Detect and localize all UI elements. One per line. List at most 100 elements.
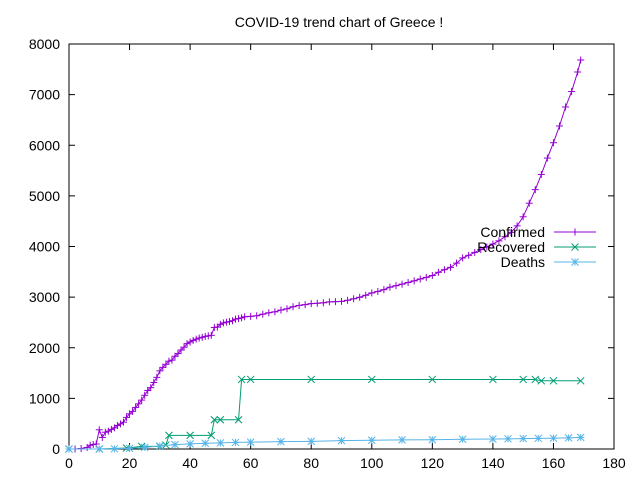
confirmed-point bbox=[501, 233, 509, 241]
confirmed-point bbox=[465, 251, 473, 259]
confirmed-point bbox=[129, 407, 137, 415]
confirmed-point bbox=[174, 350, 182, 358]
confirmed-point bbox=[574, 68, 582, 76]
confirmed-point bbox=[180, 343, 188, 351]
confirmed-point bbox=[283, 305, 291, 313]
confirmed-point bbox=[101, 428, 109, 436]
confirmed-point bbox=[147, 384, 155, 392]
series-layer bbox=[65, 56, 585, 453]
confirmed-point bbox=[162, 360, 170, 368]
deaths-point bbox=[246, 438, 255, 446]
confirmed-point bbox=[104, 427, 112, 435]
confirmed-point bbox=[120, 418, 127, 426]
legend-item-deaths: Deaths bbox=[501, 254, 596, 270]
x-tick-label: 60 bbox=[243, 455, 259, 471]
confirmed-point bbox=[313, 299, 321, 307]
confirmed-point bbox=[471, 248, 479, 256]
legend-item-confirmed: Confirmed bbox=[480, 224, 596, 240]
confirmed-point bbox=[186, 338, 194, 346]
confirmed-point bbox=[356, 293, 364, 301]
legend-item-recovered: Recovered bbox=[477, 239, 596, 255]
confirmed-point bbox=[89, 440, 97, 448]
recovered-point bbox=[519, 375, 528, 384]
confirmed-point bbox=[222, 318, 230, 326]
confirmed-point bbox=[235, 315, 243, 323]
confirmed-point bbox=[577, 56, 585, 64]
confirmed-point bbox=[483, 243, 491, 251]
confirmed-point bbox=[325, 298, 333, 306]
x-tick-label: 40 bbox=[182, 455, 198, 471]
deaths-point bbox=[367, 436, 376, 445]
confirmed-point bbox=[344, 296, 352, 304]
y-tick-label: 8000 bbox=[29, 36, 60, 52]
deaths-point bbox=[201, 439, 210, 448]
y-tick-label: 3000 bbox=[29, 289, 60, 305]
x-tick-label: 20 bbox=[122, 455, 138, 471]
confirmed-point bbox=[123, 413, 131, 421]
confirmed-point bbox=[543, 154, 551, 162]
confirmed-point bbox=[232, 315, 240, 323]
deaths-point bbox=[277, 437, 285, 446]
deaths-point bbox=[171, 440, 179, 449]
confirmed-point bbox=[132, 403, 140, 411]
recovered-point bbox=[216, 415, 225, 424]
confirmed-point bbox=[531, 186, 539, 194]
confirmed-point bbox=[156, 367, 164, 375]
recovered-point bbox=[186, 431, 194, 440]
confirmed-point bbox=[192, 335, 200, 343]
confirmed-point bbox=[338, 297, 345, 305]
deaths-point bbox=[95, 445, 104, 453]
recovered-point bbox=[489, 375, 497, 384]
confirmed-point bbox=[307, 300, 315, 308]
confirmed-point bbox=[201, 332, 209, 340]
confirmed-point bbox=[159, 363, 167, 371]
legend-label-deaths: Deaths bbox=[501, 254, 545, 270]
confirmed-point bbox=[198, 333, 206, 341]
axes: 0 20 40 60 80 100 120 140 160 180 0 1000 2000 3000 400… bbox=[29, 36, 626, 471]
confirmed-point bbox=[138, 396, 146, 404]
legend-label-confirmed: Confirmed bbox=[480, 224, 545, 240]
confirmed-point bbox=[513, 222, 521, 230]
x-tick-label: 180 bbox=[602, 455, 626, 471]
recovered-point bbox=[367, 375, 376, 384]
confirmed-point bbox=[107, 425, 115, 433]
confirmed-point bbox=[350, 295, 358, 303]
confirmed-point bbox=[428, 272, 436, 280]
confirmed-point bbox=[319, 299, 327, 307]
confirmed-point bbox=[241, 313, 249, 321]
deaths-point bbox=[398, 436, 406, 444]
confirmed-point bbox=[247, 312, 255, 320]
confirmed-point bbox=[362, 291, 370, 299]
deaths-point bbox=[534, 434, 543, 443]
series-deaths bbox=[65, 433, 585, 453]
recovered-point bbox=[531, 375, 540, 384]
confirmed-point bbox=[434, 268, 442, 276]
confirmed-point bbox=[398, 280, 406, 288]
deaths-point bbox=[504, 434, 512, 443]
recovered-point bbox=[307, 375, 316, 384]
x-tick-label: 0 bbox=[65, 455, 73, 471]
confirmed-point bbox=[537, 170, 545, 178]
deaths-point bbox=[576, 433, 585, 442]
confirmed-point bbox=[238, 314, 246, 322]
confirmed-point bbox=[416, 275, 424, 283]
confirmed-point bbox=[207, 331, 215, 339]
deaths-point bbox=[155, 442, 164, 450]
confirmed-point bbox=[374, 287, 382, 295]
confirmed-point bbox=[289, 303, 297, 311]
deaths-point bbox=[519, 434, 528, 443]
x-tick-label: 140 bbox=[481, 455, 505, 471]
confirmed-point bbox=[135, 400, 143, 408]
confirmed-point bbox=[459, 254, 467, 262]
recovered-point bbox=[576, 376, 585, 385]
recovered-point bbox=[537, 376, 546, 385]
confirmed-point bbox=[253, 312, 261, 320]
recovered-point bbox=[210, 415, 219, 424]
y-tick-label: 7000 bbox=[29, 87, 60, 103]
confirmed-point bbox=[519, 213, 527, 221]
legend-marker-deaths bbox=[571, 258, 579, 266]
confirmed-point bbox=[95, 426, 103, 434]
deaths-point bbox=[564, 434, 573, 442]
